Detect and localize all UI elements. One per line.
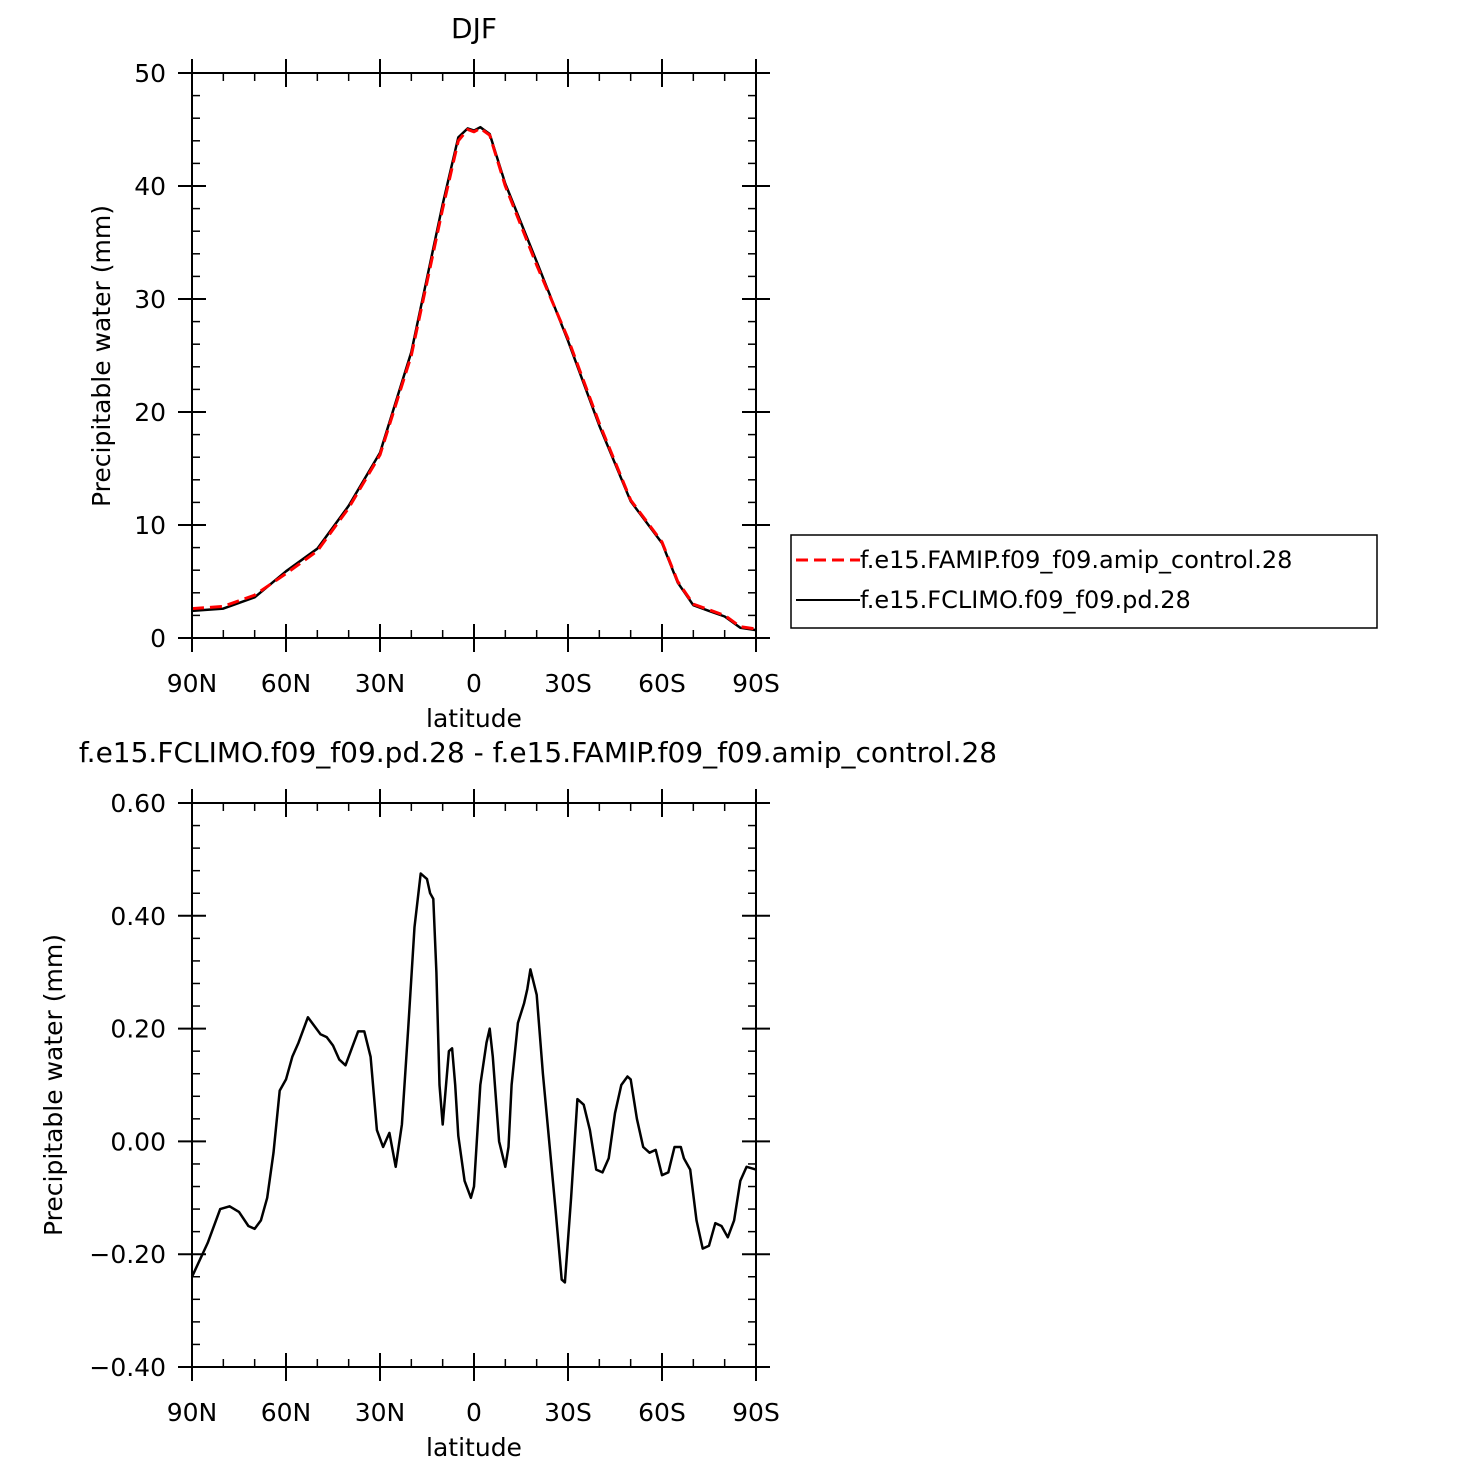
top-chart-title: DJF <box>451 12 497 45</box>
top-x-tick-label: 90S <box>732 669 780 698</box>
top-x-tick-label: 90N <box>167 669 218 698</box>
top-x-tick-label: 30N <box>355 669 406 698</box>
bottom-y-tick-label: −0.40 <box>89 1353 166 1382</box>
bottom-x-tick-label: 90N <box>167 1398 218 1427</box>
bottom-y-tick-label: 0.40 <box>110 902 166 931</box>
top-y-tick-label: 30 <box>134 285 166 314</box>
legend: f.e15.FAMIP.f09_f09.amip_control.28 f.e1… <box>790 534 1378 629</box>
top-x-axis-ticks: 90N 60N 30N 0 30S 60S 90S <box>167 59 780 698</box>
bottom-y-tick-label: 0.20 <box>110 1015 166 1044</box>
top-x-tick-label: 0 <box>466 669 482 698</box>
top-y-axis-title: Precipitable water (mm) <box>87 205 116 507</box>
bottom-panel: f.e15.FCLIMO.f09_f09.pd.28 - f.e15.FAMIP… <box>39 736 997 1462</box>
bottom-x-tick-label: 30N <box>355 1398 406 1427</box>
bottom-x-tick-label: 0 <box>466 1398 482 1427</box>
top-x-tick-label: 60S <box>638 669 686 698</box>
top-y-tick-label: 10 <box>134 511 166 540</box>
top-panel: DJF 0 10 20 30 40 50 90N 60N 30N 0 30S 60S 90S lati… <box>87 12 1378 733</box>
bottom-x-axis-title: latitude <box>426 1433 522 1462</box>
bottom-plot-frame <box>191 802 757 1368</box>
bottom-series-group <box>190 872 757 1284</box>
top-x-tick-label: 60N <box>261 669 312 698</box>
top-series-line-0 <box>191 126 757 631</box>
top-y-tick-label: 50 <box>134 59 166 88</box>
bottom-chart-title: f.e15.FCLIMO.f09_f09.pd.28 - f.e15.FAMIP… <box>79 736 997 769</box>
top-x-axis-title: latitude <box>426 704 522 733</box>
bottom-y-tick-label: −0.20 <box>89 1240 166 1269</box>
bottom-x-tick-label: 60N <box>261 1398 312 1427</box>
bottom-x-tick-label: 60S <box>638 1398 686 1427</box>
legend-box <box>790 534 1378 629</box>
top-y-axis-ticks: 0 10 20 30 40 50 <box>134 59 770 653</box>
bottom-x-tick-label: 30S <box>544 1398 592 1427</box>
bottom-x-tick-label: 90S <box>732 1398 780 1427</box>
bottom-series-line-0 <box>190 872 757 1284</box>
legend-label-famip: f.e15.FAMIP.f09_f09.amip_control.28 <box>860 546 1292 574</box>
bottom-y-tick-label: 0.00 <box>110 1127 166 1156</box>
top-y-tick-label: 20 <box>134 398 166 427</box>
top-x-tick-label: 30S <box>544 669 592 698</box>
top-series-line-1 <box>191 125 757 632</box>
top-y-tick-label: 0 <box>150 624 166 653</box>
top-series-group <box>191 125 757 632</box>
bottom-y-axis-title: Precipitable water (mm) <box>39 934 68 1236</box>
bottom-x-axis-ticks: 90N 60N 30N 0 30S 60S 90S <box>167 789 780 1427</box>
bottom-y-tick-label: 0.60 <box>110 789 166 818</box>
top-y-tick-label: 40 <box>134 172 166 201</box>
top-plot-frame <box>191 72 757 639</box>
legend-label-fclimo: f.e15.FCLIMO.f09_f09.pd.28 <box>860 586 1191 614</box>
